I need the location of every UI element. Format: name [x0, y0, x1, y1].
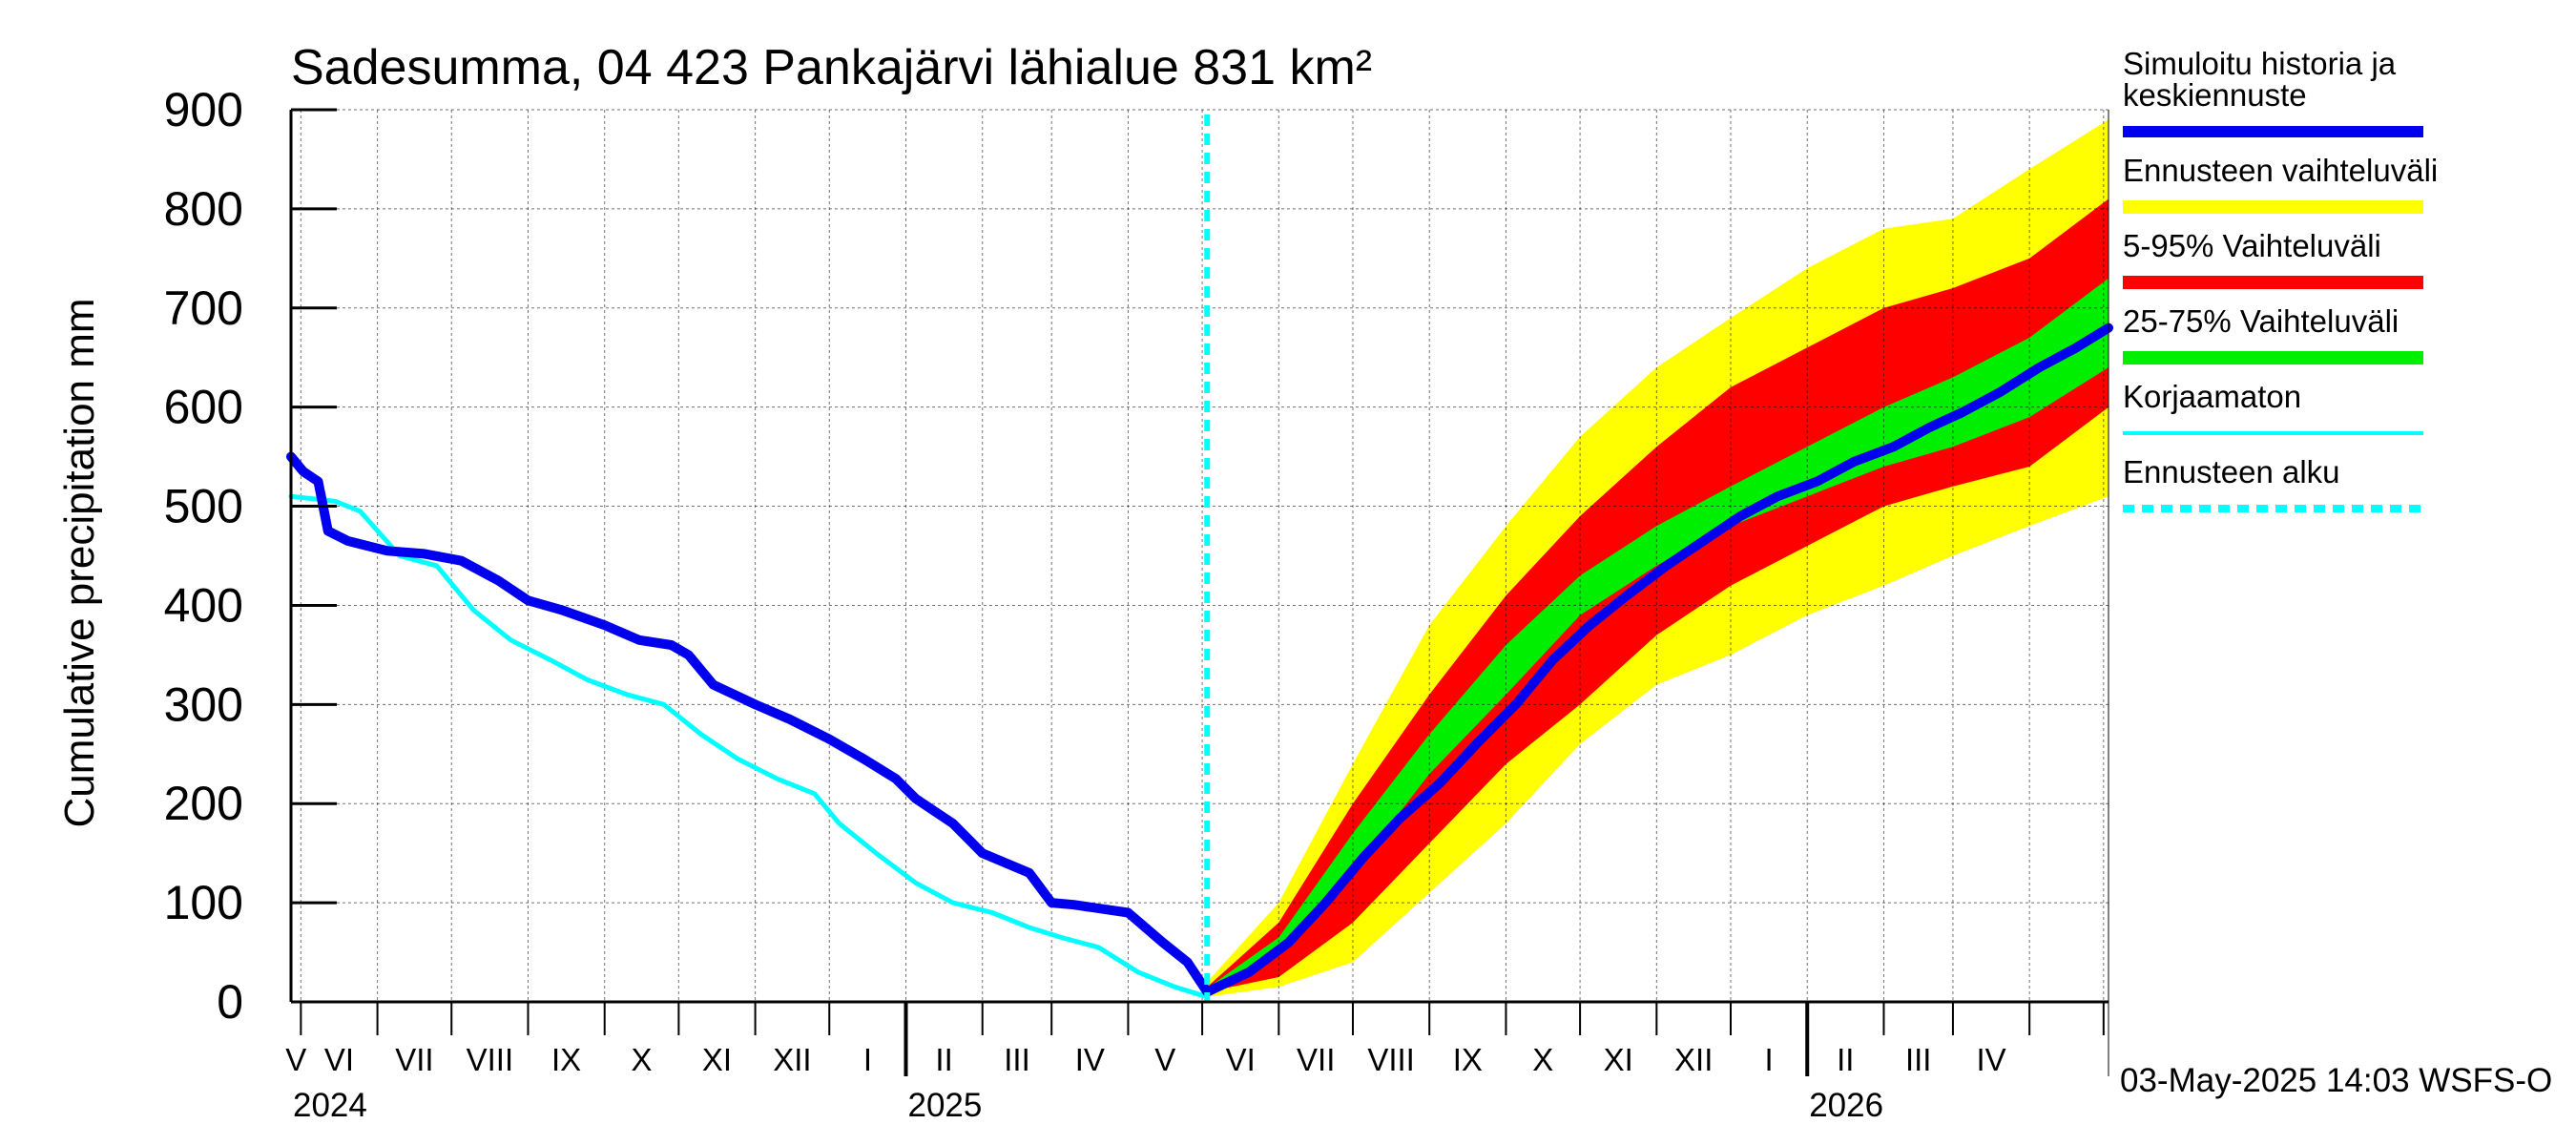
footer-text: 03-May-2025 14:03 WSFS-O — [2120, 1062, 2552, 1099]
legend-label: Korjaamaton — [2123, 379, 2301, 414]
y-tick-label: 800 — [164, 182, 243, 236]
legend-label: 25-75% Vaihteluväli — [2123, 303, 2399, 339]
month-label: IX — [551, 1042, 581, 1077]
month-label: IV — [1977, 1042, 2006, 1077]
band-25-75-vaihteluv-li — [1207, 278, 2109, 990]
series-simulated-line — [286, 323, 2113, 997]
legend-item: Ennusteen vaihteluväli — [2123, 153, 2438, 214]
month-label: II — [1837, 1042, 1854, 1077]
legend-label: Ennusteen alku — [2123, 454, 2340, 489]
legend-label: 5-95% Vaihteluväli — [2123, 228, 2381, 263]
month-label: VI — [1226, 1042, 1256, 1077]
chart-title: Sadesumma, 04 423 Pankajärvi lähialue 83… — [291, 40, 1372, 95]
month-label: XII — [1674, 1042, 1713, 1077]
month-label: III — [1905, 1042, 1932, 1077]
month-label: III — [1004, 1042, 1030, 1077]
legend-label: keskiennuste — [2123, 77, 2307, 113]
year-label: 2025 — [908, 1087, 983, 1124]
month-label: V — [1154, 1042, 1175, 1077]
month-label: X — [631, 1042, 652, 1077]
month-label: VIII — [467, 1042, 514, 1077]
y-tick-label: 100 — [164, 876, 243, 929]
legend-item: 25-75% Vaihteluväli — [2123, 303, 2423, 364]
month-label: IV — [1075, 1042, 1105, 1077]
month-label: XII — [773, 1042, 811, 1077]
y-tick-label: 500 — [164, 480, 243, 533]
series-lines — [286, 114, 2113, 1002]
series-korjaamaton-line — [288, 493, 1210, 1000]
month-label: VIII — [1367, 1042, 1415, 1077]
y-tick-label: 600 — [164, 381, 243, 434]
month-label: XI — [1604, 1042, 1633, 1077]
month-label: VII — [1297, 1042, 1335, 1077]
year-label: 2024 — [293, 1087, 367, 1124]
year-label: 2026 — [1809, 1087, 1883, 1124]
legend-item: Korjaamaton — [2123, 379, 2423, 435]
y-tick-label: 200 — [164, 777, 243, 830]
y-tick-label: 0 — [217, 975, 243, 1029]
legend-item: Ennusteen alku — [2123, 454, 2423, 512]
month-label: XI — [702, 1042, 732, 1077]
y-tick-label: 400 — [164, 578, 243, 632]
month-label: I — [1765, 1042, 1774, 1077]
legend-item: 5-95% Vaihteluväli — [2123, 228, 2423, 289]
y-tick-label: 900 — [164, 83, 243, 136]
month-label: I — [863, 1042, 872, 1077]
month-label: VII — [395, 1042, 433, 1077]
legend-label: Ennusteen vaihteluväli — [2123, 153, 2438, 188]
y-axis-label: Cumulative precipitation mm — [56, 298, 103, 827]
y-tick-label: 700 — [164, 281, 243, 335]
month-label: X — [1532, 1042, 1553, 1077]
y-tick-label: 300 — [164, 677, 243, 731]
month-label: II — [935, 1042, 952, 1077]
month-label: IX — [1453, 1042, 1483, 1077]
month-label: VI — [324, 1042, 354, 1077]
month-label: V — [285, 1042, 306, 1077]
legend-label: Simuloitu historia ja — [2123, 46, 2397, 81]
